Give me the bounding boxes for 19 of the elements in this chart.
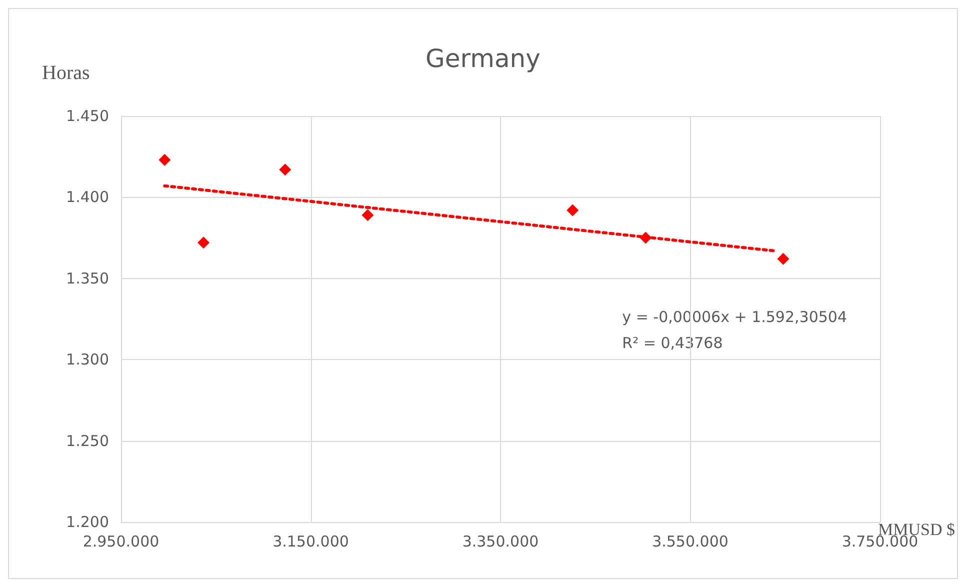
point	[198, 236, 210, 249]
x-tick-label: 2.950.000	[82, 532, 160, 550]
point	[566, 204, 579, 216]
point	[362, 209, 374, 222]
y-tick-label: 1.400	[66, 188, 109, 206]
point	[777, 252, 790, 265]
y-axis-title: Horas	[42, 62, 90, 84]
chart-title: Germany	[426, 44, 541, 73]
point	[158, 154, 171, 166]
y-tick-label: 1.300	[66, 350, 109, 369]
x-tick-label: 3.550.000	[652, 532, 728, 550]
y-tick-label: 1.450	[66, 107, 109, 125]
y-tick-label: 1.250	[66, 432, 109, 450]
y-tick-label: 1.350	[66, 269, 109, 288]
x-tick-label: 3.350.000	[462, 532, 539, 550]
point	[279, 164, 292, 176]
x-tick-label: 3.150.000	[272, 532, 349, 550]
y-tick-label: 1.200	[66, 513, 109, 531]
annotation: y = -0,00006x + 1.592,30504 R² = 0,43768	[622, 308, 848, 352]
